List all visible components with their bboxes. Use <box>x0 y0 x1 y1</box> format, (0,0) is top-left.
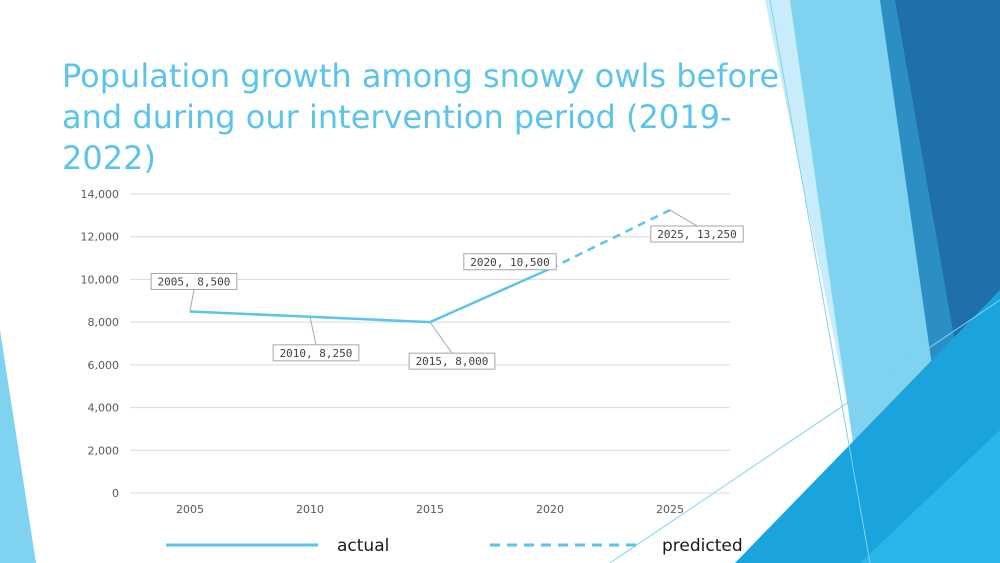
deco-thin-line-1 <box>769 0 871 563</box>
deco-thin-line-2 <box>609 299 1000 563</box>
data-label-text: 2010, 8,250 <box>280 347 353 360</box>
x-tick-label: 2010 <box>296 503 324 516</box>
data-label: 2015, 8,000 <box>408 321 496 370</box>
data-label-box <box>150 272 238 290</box>
legend: actual predicted <box>166 536 743 556</box>
data-label-box <box>408 352 496 370</box>
page-title: Population growth among snowy owls befor… <box>62 57 780 177</box>
data-labels: 2005, 8,500 2010, 8,250 2015, 8,000 2020, 1… <box>150 209 744 370</box>
x-tick-label: 2015 <box>416 503 444 516</box>
data-label-leader <box>669 209 698 227</box>
data-label: 2010, 8,250 <box>272 316 360 362</box>
data-label-text: 2025, 13,250 <box>657 228 736 241</box>
x-tick-label: 2020 <box>536 503 564 516</box>
data-label-box <box>272 344 360 362</box>
x-axis-ticks: 2005 2010 2015 2020 2025 <box>176 503 684 516</box>
legend-actual-label: actual <box>337 536 389 556</box>
data-label-leader <box>309 316 317 345</box>
legend-predicted-label: predicted <box>662 536 743 556</box>
x-tick-label: 2005 <box>176 503 204 516</box>
y-tick-label: 2,000 <box>88 444 120 457</box>
data-label-text: 2005, 8,500 <box>158 275 231 288</box>
y-tick-label: 12,000 <box>81 231 120 244</box>
deco-bottom-wedge-light <box>860 430 1000 563</box>
x-tick-label: 2025 <box>656 503 684 516</box>
data-label-text: 2015, 8,000 <box>416 355 489 368</box>
y-tick-label: 8,000 <box>88 316 120 329</box>
deco-right-panel-dark <box>895 0 1000 380</box>
y-tick-label: 4,000 <box>88 402 120 415</box>
y-tick-label: 6,000 <box>88 359 120 372</box>
y-tick-label: 0 <box>112 487 119 500</box>
gridlines <box>130 193 730 494</box>
y-axis-ticks: 0 2,000 4,000 6,000 8,000 10,000 12,000 14,000 <box>81 188 120 500</box>
deco-left-triangle <box>0 330 36 563</box>
data-label-leader <box>429 321 453 354</box>
data-label-box <box>650 225 744 243</box>
data-label: 2025, 13,250 <box>650 209 744 243</box>
y-tick-label: 14,000 <box>81 188 120 201</box>
y-tick-label: 10,000 <box>81 273 120 286</box>
series-line-actual <box>189 267 551 324</box>
data-label-text: 2020, 10,500 <box>470 256 549 269</box>
data-label-box <box>463 253 557 271</box>
series-lines <box>189 208 671 324</box>
data-label: 2020, 10,500 <box>463 253 557 271</box>
data-label: 2005, 8,500 <box>150 272 238 312</box>
data-label-leader <box>189 289 195 312</box>
